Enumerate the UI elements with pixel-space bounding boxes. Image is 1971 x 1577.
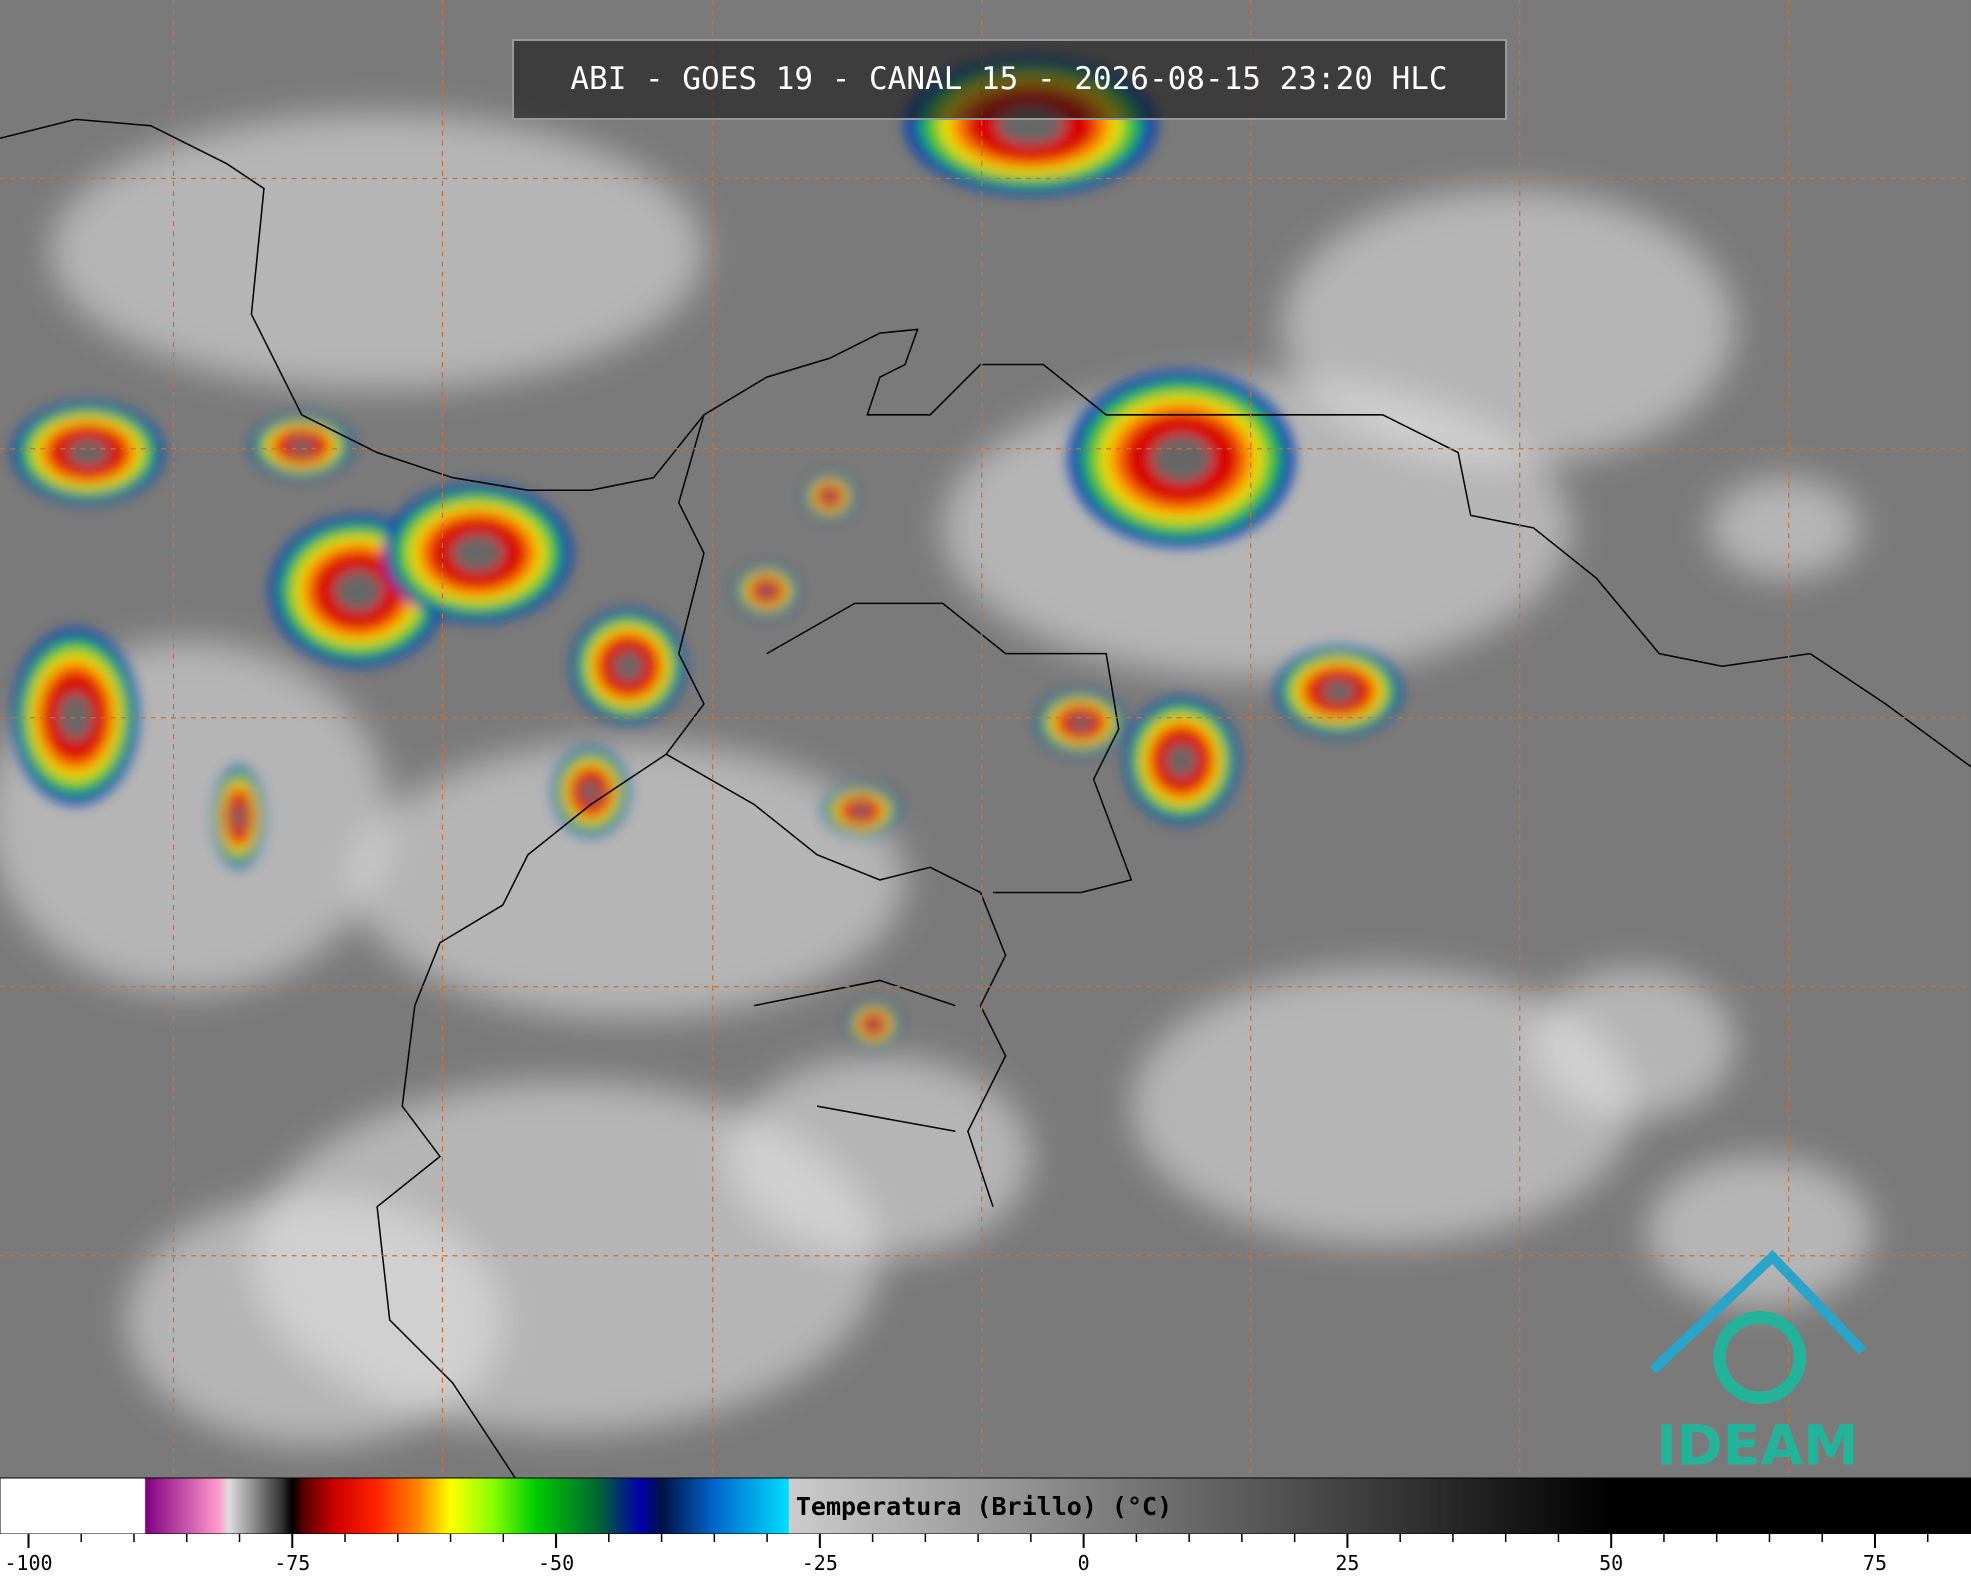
tick-label: 75 <box>1863 1551 1887 1575</box>
title: ABI - GOES 19 - CANAL 15 - 2026-08-15 23… <box>570 61 1447 97</box>
cloud <box>1282 188 1735 466</box>
storm-cell <box>758 584 776 598</box>
tick-label: 25 <box>1335 1551 1359 1575</box>
storm-cell <box>866 1018 881 1031</box>
tick-label: -100 <box>4 1551 52 1575</box>
cloud <box>1533 967 1735 1119</box>
map: IDEAM <box>0 0 1971 1479</box>
storm-cell <box>613 650 644 682</box>
storm-cell <box>822 490 837 503</box>
storm-cell <box>1166 743 1197 778</box>
storm-cell <box>1151 435 1213 483</box>
storm-cell <box>452 534 504 572</box>
tick-label: -50 <box>538 1551 574 1575</box>
borders <box>0 118 1971 1479</box>
logo-text: IDEAM <box>1656 1414 1858 1478</box>
title-box <box>512 39 1507 120</box>
graticule <box>0 0 1971 1479</box>
cloud <box>351 741 906 1019</box>
storm-cell <box>58 692 93 741</box>
storm-cell <box>1321 679 1356 704</box>
tick-label: 50 <box>1599 1551 1623 1575</box>
axis-area <box>0 1534 1971 1577</box>
storms <box>12 56 1402 1048</box>
cloud <box>1131 967 1635 1245</box>
cloud <box>1709 477 1861 579</box>
storm-cell <box>580 780 601 804</box>
storm-cell <box>288 437 316 455</box>
cloud <box>729 1055 1031 1257</box>
storm-cell <box>334 570 383 612</box>
storm-cell <box>850 803 872 818</box>
tick-label: -25 <box>802 1551 838 1575</box>
logo: IDEAM <box>1649 1249 1867 1478</box>
tick-label: -75 <box>274 1551 310 1575</box>
cloud <box>50 113 704 390</box>
colorbar-label: Temperatura (Brillo) (°C) <box>796 1492 1172 1521</box>
storm-cell <box>232 803 246 831</box>
tick-label: 0 <box>1078 1551 1090 1575</box>
cloud <box>1646 1156 1873 1308</box>
cloud <box>125 1194 503 1446</box>
colorbar <box>0 1477 1971 1535</box>
storm-cell <box>67 438 109 467</box>
storm-cell <box>1069 714 1093 732</box>
